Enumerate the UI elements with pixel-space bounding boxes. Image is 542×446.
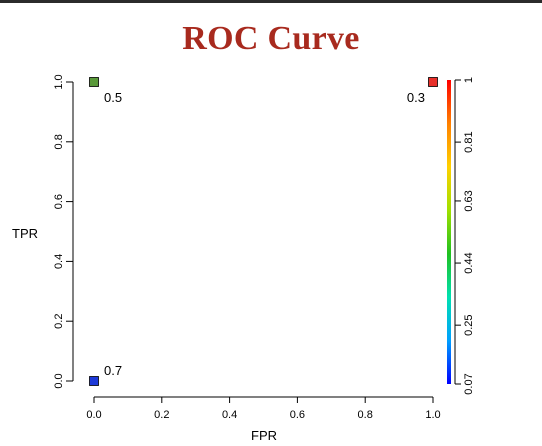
y-tick-label: 0.6: [53, 194, 65, 209]
axes: 0.0 0.2 0.4 0.6 0.8 1.0 0.0 0.2 0.4 0.6 0.8 1.0: [53, 74, 441, 421]
y-tick-label: 0.0: [53, 373, 65, 388]
y-axis-label: TPR: [12, 226, 38, 241]
y-tick-label: 0.4: [53, 254, 65, 269]
colorbar-gradient: [447, 80, 451, 384]
roc-point: [89, 376, 99, 386]
x-tick-label: 0.2: [154, 409, 169, 421]
y-tick-label: 0.8: [53, 134, 65, 149]
x-tick-label: 0.4: [222, 409, 237, 421]
top-border: [0, 0, 542, 3]
colorbar-tick-label: 0.63: [463, 190, 475, 211]
colorbar-tick-label: 0.44: [463, 252, 475, 273]
x-tick-label: 1.0: [425, 409, 440, 421]
roc-point: [89, 77, 99, 87]
colorbar-tick-label: 1: [463, 77, 475, 83]
point-label: 0.3: [407, 90, 425, 105]
data-points: 0.5 0.3 0.7: [89, 77, 438, 386]
x-tick-label: 0.6: [290, 409, 305, 421]
x-axis-label: FPR: [251, 428, 277, 443]
colorbar-tick-label: 0.07: [463, 373, 475, 394]
y-tick-label: 0.2: [53, 314, 65, 329]
y-tick-label: 1.0: [53, 74, 65, 89]
x-tick-label: 0.8: [358, 409, 373, 421]
point-label: 0.7: [104, 363, 122, 378]
colorbar-tick-label: 0.25: [463, 314, 475, 335]
colorbar-tick-label: 0.81: [463, 131, 475, 152]
x-tick-label: 0.0: [86, 409, 101, 421]
roc-point: [428, 77, 438, 87]
point-label: 0.5: [104, 90, 122, 105]
colorbar: 1 0.81 0.63 0.44 0.25 0.07: [447, 77, 475, 395]
chart-title: ROC Curve: [182, 20, 360, 57]
